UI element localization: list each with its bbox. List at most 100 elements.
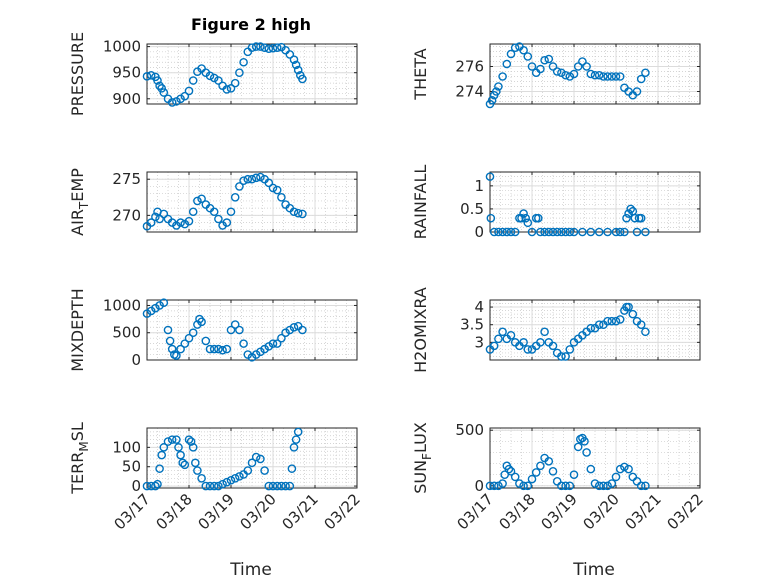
data-point (641, 227, 650, 237)
data-point (184, 435, 194, 444)
data-point (527, 474, 537, 484)
data-point (222, 344, 232, 354)
data-point (594, 227, 604, 237)
axes-box (489, 43, 701, 105)
data-point (235, 472, 244, 481)
y-tick-label: 3 (474, 333, 484, 351)
data-point (176, 344, 185, 354)
y-tick-label: 0 (474, 477, 484, 495)
data-point (615, 464, 625, 474)
data-point (599, 481, 608, 491)
data-point (230, 193, 240, 202)
y-axis-label: PRESSURE (68, 32, 87, 116)
data-point (281, 481, 290, 491)
data-point (615, 315, 625, 324)
data-point (226, 84, 236, 93)
data-point (603, 316, 612, 326)
axes-box (489, 427, 701, 489)
data-point (230, 320, 240, 329)
data-point (498, 327, 507, 337)
subplot-2: 274 276 THETA (411, 42, 701, 109)
y-tick-label: 1000 (103, 38, 141, 56)
data-point (565, 481, 575, 491)
data-point (230, 78, 240, 88)
data-point (155, 81, 164, 91)
data-point (256, 42, 265, 51)
data-point (504, 464, 514, 474)
data-point (268, 183, 278, 193)
data-point (226, 475, 236, 485)
data-point (548, 341, 558, 351)
data-point (557, 227, 566, 237)
data-point (268, 43, 278, 53)
data-point (519, 45, 528, 55)
data-point (188, 76, 198, 85)
data-point (298, 209, 307, 219)
data-point (557, 68, 566, 78)
data-point (573, 442, 583, 452)
data-point (226, 325, 236, 335)
axes-box (489, 299, 701, 361)
y-tick-label: 0 (474, 223, 484, 241)
y-tick-label: 1000 (103, 296, 141, 314)
x-tick-label: 03/21 (279, 490, 322, 533)
data-point (641, 327, 650, 337)
data-point (534, 213, 543, 223)
data-point (209, 344, 219, 354)
y-tick-label: 900 (112, 90, 141, 108)
data-point (636, 320, 646, 330)
data-point (607, 316, 617, 326)
data-point (197, 317, 206, 327)
data-point (260, 466, 269, 475)
data-point (611, 472, 621, 482)
figure-title: Figure 2 high (191, 15, 311, 34)
axes-box (146, 427, 358, 489)
data-point (582, 448, 591, 457)
data-point (565, 227, 575, 237)
data-point (494, 481, 503, 491)
data-point (548, 62, 558, 71)
data-point (180, 460, 190, 470)
y-axis-label: SUNFLUX (411, 422, 434, 494)
data-point (510, 227, 520, 237)
data-point (641, 481, 650, 491)
data-point (293, 208, 303, 218)
data-point (222, 218, 232, 227)
data-point (506, 49, 516, 59)
data-point (502, 59, 512, 69)
data-point (289, 322, 299, 332)
data-point (580, 437, 589, 446)
data-point (151, 212, 160, 222)
y-tick-label: 275 (112, 170, 141, 188)
data-point (268, 481, 278, 491)
data-point (590, 479, 600, 488)
data-point (489, 227, 499, 237)
data-point (548, 467, 558, 476)
data-point (285, 481, 295, 491)
y-axis-label: H2OMIXRA (411, 287, 430, 373)
data-point (519, 338, 528, 347)
data-point (214, 344, 223, 354)
data-point (544, 54, 554, 64)
data-point (209, 207, 219, 217)
data-point (615, 72, 625, 81)
data-point (289, 207, 299, 217)
data-point (615, 227, 625, 237)
data-point (536, 338, 545, 347)
data-point (603, 481, 612, 491)
x-tick-label: 03/19 (538, 490, 581, 533)
data-point (205, 344, 215, 354)
data-point (243, 174, 253, 184)
data-point (163, 325, 173, 335)
data-point (515, 479, 524, 488)
data-point (523, 218, 533, 228)
data-point (536, 461, 545, 471)
y-tick-label: 3.5 (460, 316, 484, 334)
data-point (272, 481, 282, 491)
data-point (552, 227, 562, 237)
x-tick-label: 03/17 (454, 490, 497, 533)
data-point (594, 320, 604, 330)
data-point (157, 84, 166, 93)
data-point (622, 213, 631, 223)
data-point (190, 458, 200, 468)
